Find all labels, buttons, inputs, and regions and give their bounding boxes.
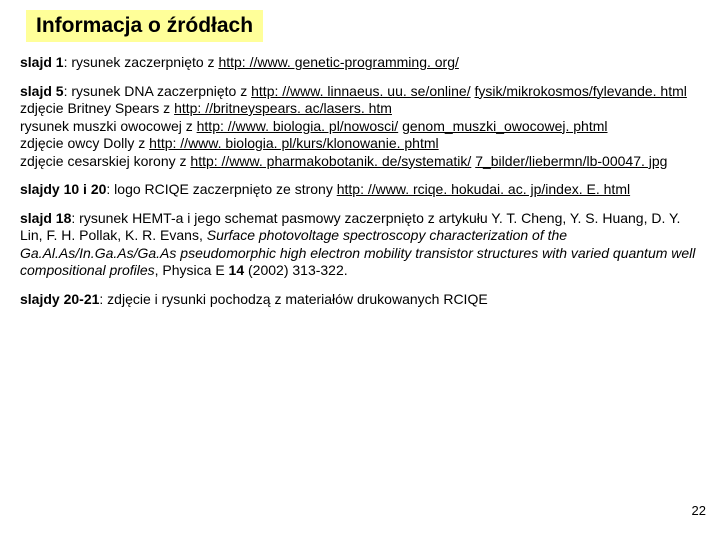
title-box: Informacja o źródłach: [26, 10, 263, 42]
link-text: 7_bilder/liebermn/lb-00047. jpg: [475, 153, 667, 169]
bold-text: 14: [229, 262, 245, 278]
bold-text: slajdy 10 i 20: [20, 181, 106, 197]
bold-text: slajd 5: [20, 83, 64, 99]
slide-body: slajd 1: rysunek zaczerpnięto z http: //…: [20, 54, 700, 308]
text-run: zdjęcie owcy Dolly z: [20, 135, 149, 151]
text-run: zdjęcie Britney Spears z: [20, 100, 174, 116]
paragraph: slajd 18: rysunek HEMT-a i jego schemat …: [20, 210, 700, 280]
paragraph: slajdy 20-21: zdjęcie i rysunki pochodzą…: [20, 291, 700, 309]
text-run: rysunek muszki owocowej z: [20, 118, 197, 134]
text-run: : rysunek DNA zaczerpnięto z: [64, 83, 252, 99]
link-text: http: //www. genetic-programming. org/: [218, 54, 458, 70]
link-text: http: //www. rciqe. hokudai. ac. jp/inde…: [337, 181, 630, 197]
paragraph: slajdy 10 i 20: logo RCIQE zaczerpnięto …: [20, 181, 700, 199]
bold-text: slajd 18: [20, 210, 71, 226]
text-run: zdjęcie cesarskiej korony z: [20, 153, 190, 169]
link-text: fysik/mikrokosmos/fylevande. html: [474, 83, 686, 99]
link-text: http: //www. pharmakobotanik. de/systema…: [190, 153, 471, 169]
text-run: , Physica E: [155, 262, 229, 278]
slide-title: Informacja o źródłach: [36, 14, 253, 38]
bold-text: slajd 1: [20, 54, 64, 70]
link-text: http: //www. biologia. pl/kurs/klonowani…: [149, 135, 438, 151]
text-run: : rysunek zaczerpnięto z: [64, 54, 219, 70]
page-number: 22: [692, 503, 706, 518]
bold-text: slajdy 20-21: [20, 291, 99, 307]
link-text: http: //www. linnaeus. uu. se/online/: [251, 83, 470, 99]
text-run: (2002) 313-322.: [244, 262, 348, 278]
text-run: : logo RCIQE zaczerpnięto ze strony: [106, 181, 336, 197]
paragraph: slajd 5: rysunek DNA zaczerpnięto z http…: [20, 83, 700, 171]
paragraph: slajd 1: rysunek zaczerpnięto z http: //…: [20, 54, 700, 72]
link-text: genom_muszki_owocowej. phtml: [402, 118, 607, 134]
slide: Informacja o źródłach slajd 1: rysunek z…: [0, 0, 720, 540]
link-text: http: //britneyspears. ac/lasers. htm: [174, 100, 392, 116]
link-text: http: //www. biologia. pl/nowosci/: [197, 118, 399, 134]
text-run: : zdjęcie i rysunki pochodzą z materiałó…: [99, 291, 487, 307]
